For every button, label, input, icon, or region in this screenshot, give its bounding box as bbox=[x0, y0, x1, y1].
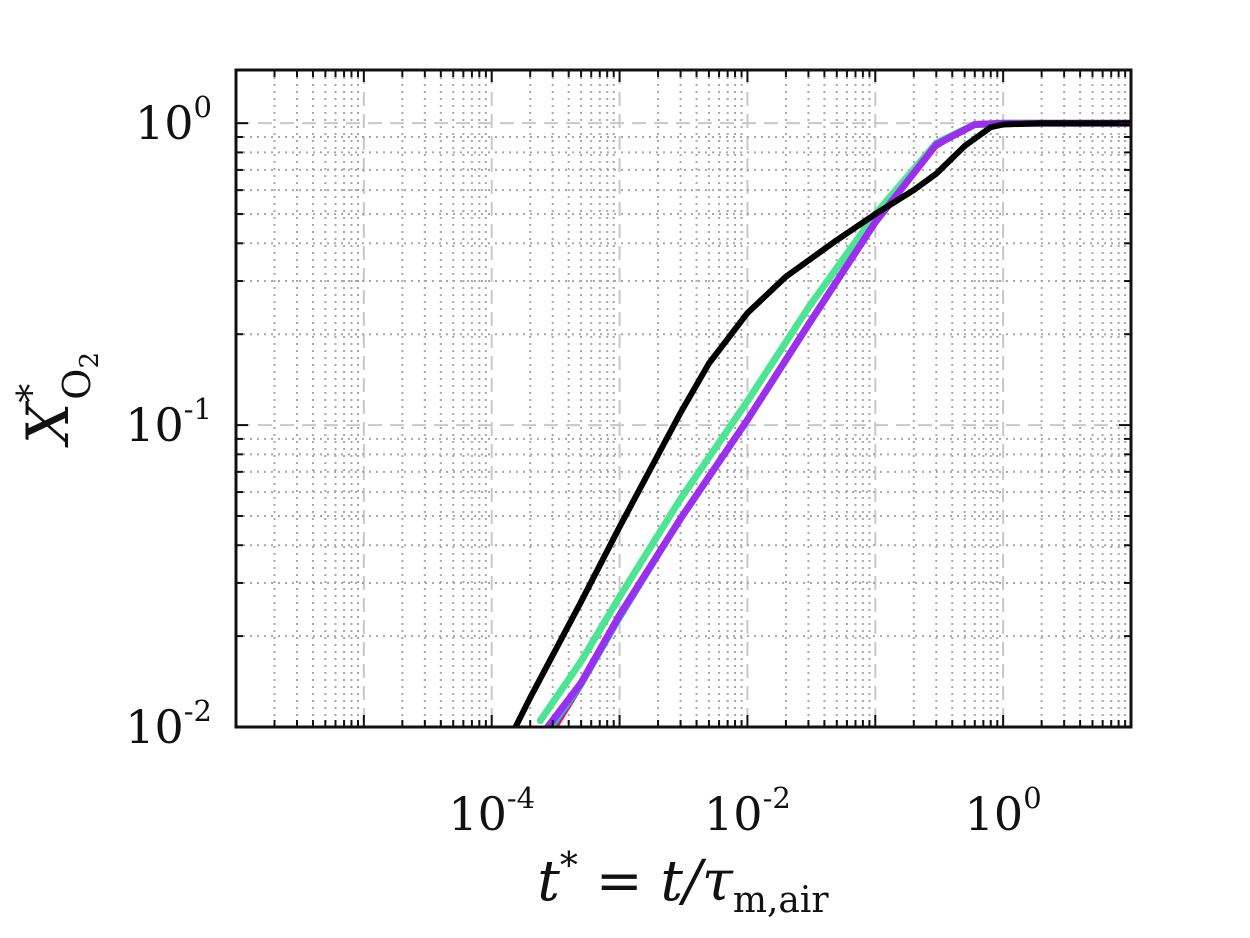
x-tick-label: 10-2 bbox=[704, 781, 791, 841]
y-axis-label-subsub: 2 bbox=[75, 352, 105, 369]
x-ticks: 10-4 10-2 100 bbox=[448, 781, 1041, 841]
y-tick-label: 10-2 bbox=[125, 694, 212, 754]
x-axis-label-tau: τ bbox=[702, 849, 734, 914]
axes-box bbox=[234, 68, 1133, 729]
y-axis-label-sub: O bbox=[55, 369, 99, 400]
series-line-1 bbox=[555, 121, 1131, 727]
series-line-4 bbox=[543, 119, 1131, 727]
x-tick-label: 10-4 bbox=[448, 781, 535, 841]
y-ticks: 10-2 10-1 100 bbox=[125, 90, 212, 754]
y-axis-label-sup: * bbox=[9, 384, 53, 403]
x-axis-label-eq: = t/ bbox=[578, 849, 707, 914]
x-tick-label: 100 bbox=[965, 781, 1042, 841]
x-axis-label: t* = t/τm,air bbox=[537, 846, 829, 921]
x-axis-label-base: t bbox=[537, 849, 560, 914]
y-tick-label: 10-1 bbox=[125, 392, 212, 452]
series-layer bbox=[512, 119, 1131, 727]
y-axis-label-base: X bbox=[14, 400, 82, 448]
y-tick-label: 100 bbox=[135, 90, 212, 150]
x-axis-label-sub: m,air bbox=[733, 880, 830, 921]
grid bbox=[236, 70, 1131, 727]
plot-frame bbox=[234, 68, 1133, 729]
x-axis-label-sup: * bbox=[560, 846, 578, 887]
y-axis-label: X*O2 bbox=[9, 352, 105, 448]
series-line-5 bbox=[512, 120, 1131, 727]
